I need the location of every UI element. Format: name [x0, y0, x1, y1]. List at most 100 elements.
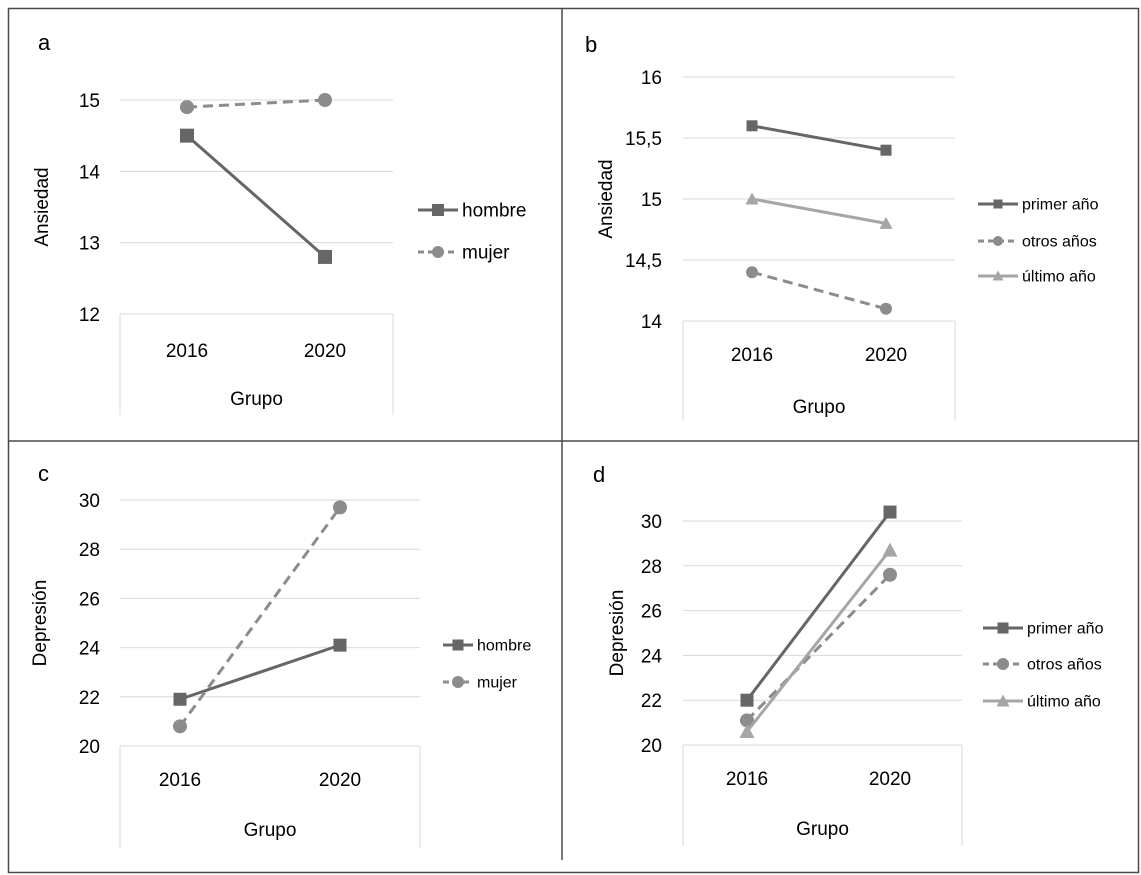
data-point: [318, 249, 332, 264]
y-tick-label: 15,5: [625, 129, 662, 150]
legend-label: hombre: [477, 638, 531, 655]
series-line: [745, 573, 892, 722]
x-tick-label: 2020: [865, 345, 907, 366]
series-triangle: último año: [745, 192, 1096, 286]
legend-marker: [432, 246, 444, 258]
chart-panel-c: 20 22 24 26 28 30 2016 2020 Grupo Depresión c hombr…: [30, 461, 531, 848]
x-axis-label: Grupo: [230, 389, 283, 410]
y-tick-label: 16: [641, 68, 662, 89]
y-tick-label: 13: [79, 234, 100, 255]
y-tick-label: 22: [79, 688, 100, 709]
data-point: [740, 693, 754, 707]
panel-label: c: [38, 461, 49, 486]
legend-label: hombre: [462, 201, 526, 222]
x-tick-label: 2016: [726, 769, 768, 790]
series-line: [751, 270, 887, 311]
y-tick-label: 30: [641, 512, 662, 533]
data-point: [180, 128, 194, 143]
y-tick-label: 15: [79, 91, 100, 112]
y-tick-label: 20: [79, 737, 100, 758]
series-line: [186, 98, 326, 109]
series-square: hombre: [180, 128, 526, 264]
legend-marker: [997, 658, 1009, 670]
legend-marker: [993, 199, 1003, 209]
y-axis-label: Depresión: [607, 590, 628, 677]
series-line: [745, 549, 892, 733]
x-tick-label: 2020: [869, 769, 911, 790]
legend-marker: [992, 270, 1004, 281]
data-point: [318, 93, 332, 107]
y-tick-label: 24: [641, 646, 663, 667]
x-tick-label: 2016: [166, 341, 208, 362]
legend-label: mujer: [462, 243, 510, 264]
x-axis-label: Grupo: [244, 820, 297, 841]
legend-label: otros años: [1027, 657, 1102, 674]
panel-label: d: [593, 462, 605, 487]
y-tick-label: 15: [641, 190, 662, 211]
chart-panel-b: 14 14,5 15 15,5 16 2016 2020 Grupo Ansiedad b prim…: [585, 32, 1099, 420]
y-axis-label: Ansiedad: [596, 159, 617, 238]
data-point: [746, 120, 758, 132]
y-tick-label: 12: [79, 305, 100, 326]
data-point: [882, 542, 898, 557]
data-point: [880, 144, 892, 156]
x-axis-label: Grupo: [796, 819, 849, 840]
data-point: [883, 505, 897, 519]
data-point: [740, 713, 754, 728]
x-tick-label: 2020: [304, 341, 346, 362]
y-tick-label: 26: [79, 589, 100, 610]
legend-label: primer año: [1027, 621, 1104, 638]
data-point: [333, 638, 347, 652]
series-line: [179, 643, 341, 701]
legend-marker: [452, 639, 464, 651]
series-line: [751, 124, 887, 152]
data-point: [883, 567, 897, 582]
y-tick-label: 14,5: [625, 251, 662, 272]
y-tick-label: 14: [79, 162, 101, 183]
data-point: [879, 216, 893, 229]
y-axis-label: Ansiedad: [32, 167, 53, 246]
data-point: [180, 100, 194, 115]
x-tick-label: 2020: [319, 770, 361, 791]
series-line: [745, 511, 892, 702]
panel-dividers: [7, 7, 1140, 874]
x-tick-label: 2016: [731, 345, 773, 366]
legend-label: mujer: [477, 675, 518, 692]
series-line: [186, 134, 326, 259]
y-tick-label: 28: [79, 540, 100, 561]
series-triangle: último año: [739, 542, 1101, 739]
x-tick-label: 2016: [159, 770, 201, 791]
series-square: primer año: [746, 120, 1099, 214]
data-point: [173, 692, 187, 706]
chart-panel-a: 12 13 14 15 2016 2020 Grupo Ansiedad a hombre muje…: [32, 30, 526, 415]
series-circle: mujer: [180, 93, 510, 264]
legend-label: último año: [1027, 694, 1101, 711]
legend-marker: [996, 694, 1010, 707]
y-tick-label: 26: [641, 602, 662, 623]
legend-label: último año: [1022, 269, 1096, 286]
legend-marker: [997, 622, 1009, 634]
series-square: hombre: [173, 638, 531, 706]
panel-label: b: [585, 32, 597, 57]
series-circle: mujer: [173, 500, 518, 734]
series-circle: otros años: [740, 567, 1102, 728]
data-point: [745, 192, 759, 205]
series-line: [178, 506, 342, 728]
legend-marker: [452, 676, 464, 688]
y-tick-label: 24: [79, 639, 101, 660]
legend-label: primer año: [1022, 197, 1099, 214]
data-point: [880, 302, 892, 315]
y-tick-label: 30: [79, 491, 100, 512]
panel-label: a: [38, 30, 51, 55]
data-point: [746, 266, 758, 279]
legend-marker: [993, 236, 1003, 246]
series-circle: otros años: [746, 234, 1097, 315]
y-tick-label: 14: [641, 312, 663, 333]
data-point: [173, 719, 187, 734]
series-square: primer año: [740, 505, 1104, 707]
legend-marker: [432, 204, 444, 216]
legend-label: otros años: [1022, 234, 1097, 251]
